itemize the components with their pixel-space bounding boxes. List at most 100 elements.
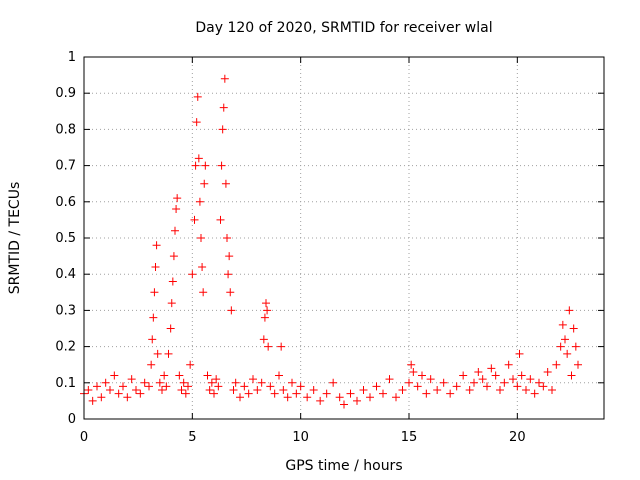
x-tick-label: 20 xyxy=(509,430,526,445)
data-point xyxy=(409,367,418,376)
data-point xyxy=(221,179,230,188)
data-point xyxy=(452,382,461,391)
data-point xyxy=(552,360,561,369)
data-point xyxy=(244,389,253,398)
data-point xyxy=(231,378,240,387)
data-point xyxy=(262,299,270,308)
data-point xyxy=(303,393,312,402)
data-point xyxy=(212,375,221,384)
data-point xyxy=(199,288,208,297)
data-point xyxy=(173,194,182,203)
data-point xyxy=(179,378,188,387)
data-point xyxy=(192,118,201,127)
y-tick-label: 0 xyxy=(68,412,76,427)
data-point xyxy=(509,375,517,384)
data-point xyxy=(162,382,171,391)
data-point xyxy=(405,378,413,387)
data-point xyxy=(439,378,448,387)
y-tick-label: 0.1 xyxy=(55,376,76,391)
data-point xyxy=(197,234,205,242)
data-point xyxy=(474,367,483,376)
data-point xyxy=(459,371,468,380)
data-point xyxy=(335,393,344,402)
data-point xyxy=(561,335,569,344)
data-point xyxy=(565,306,574,315)
data-point xyxy=(526,375,535,384)
x-tick-label: 5 xyxy=(188,430,196,445)
data-point xyxy=(288,378,296,387)
data-point xyxy=(249,375,257,384)
data-point xyxy=(539,382,548,391)
data-point xyxy=(398,386,407,395)
data-point xyxy=(446,389,455,398)
data-point xyxy=(223,234,231,242)
y-tick-label: 0.5 xyxy=(55,231,76,246)
data-point xyxy=(184,382,192,391)
data-point xyxy=(340,400,348,409)
data-point xyxy=(186,360,195,369)
data-point xyxy=(158,386,166,395)
data-point xyxy=(359,386,368,395)
data-point xyxy=(309,386,318,395)
y-tick-label: 0.3 xyxy=(55,303,76,318)
data-point xyxy=(478,375,487,384)
data-point xyxy=(329,378,338,387)
data-point xyxy=(225,252,234,261)
data-point xyxy=(517,371,526,380)
data-point xyxy=(569,324,578,333)
data-point xyxy=(253,386,262,395)
data-point xyxy=(181,389,190,398)
data-point xyxy=(574,360,582,369)
data-point xyxy=(207,378,216,387)
data-point xyxy=(145,382,153,391)
data-point xyxy=(114,389,123,398)
data-point xyxy=(283,393,292,402)
data-point xyxy=(194,154,203,163)
y-axis-label: SRMTID / TECUs xyxy=(7,182,23,295)
data-point xyxy=(470,378,478,387)
data-point xyxy=(465,386,474,395)
data-point xyxy=(392,393,400,402)
axis-layer: 00.10.20.30.40.50.60.70.80.910 5 10 15 20 xyxy=(55,50,604,445)
data-point xyxy=(418,371,426,380)
data-point xyxy=(84,386,93,395)
grid-layer xyxy=(84,57,604,419)
data-point xyxy=(275,371,283,380)
data-point xyxy=(487,364,496,373)
x-axis-label: GPS time / hours xyxy=(285,458,402,474)
x-tick-label: 0 xyxy=(80,430,88,445)
data-point xyxy=(151,262,160,271)
data-point xyxy=(413,382,422,391)
y-tick-label: 0.2 xyxy=(55,340,76,355)
data-point xyxy=(217,161,226,170)
data-point xyxy=(149,313,158,322)
data-point xyxy=(200,179,209,188)
data-point xyxy=(110,371,119,380)
data-point xyxy=(346,389,355,398)
data-point xyxy=(203,371,212,380)
y-tick-label: 0.9 xyxy=(55,86,76,101)
data-point xyxy=(500,378,509,387)
data-point xyxy=(164,349,173,358)
data-point xyxy=(226,288,235,297)
data-point xyxy=(422,389,431,398)
data-point xyxy=(240,382,249,391)
data-point xyxy=(132,386,140,395)
data-point xyxy=(426,375,435,384)
y-tick-label: 0.6 xyxy=(55,195,76,210)
data-point xyxy=(147,360,156,369)
y-tick-label: 0.7 xyxy=(55,159,76,174)
x-tick-label: 15 xyxy=(401,430,418,445)
y-tick-label: 0.8 xyxy=(55,122,76,137)
data-point xyxy=(433,386,442,395)
data-point xyxy=(198,262,207,271)
data-point xyxy=(322,389,331,398)
data-point xyxy=(88,396,97,405)
data-point xyxy=(567,371,576,380)
data-point xyxy=(556,342,565,351)
data-point xyxy=(372,382,381,391)
data-point xyxy=(136,389,145,398)
data-point xyxy=(148,335,157,344)
